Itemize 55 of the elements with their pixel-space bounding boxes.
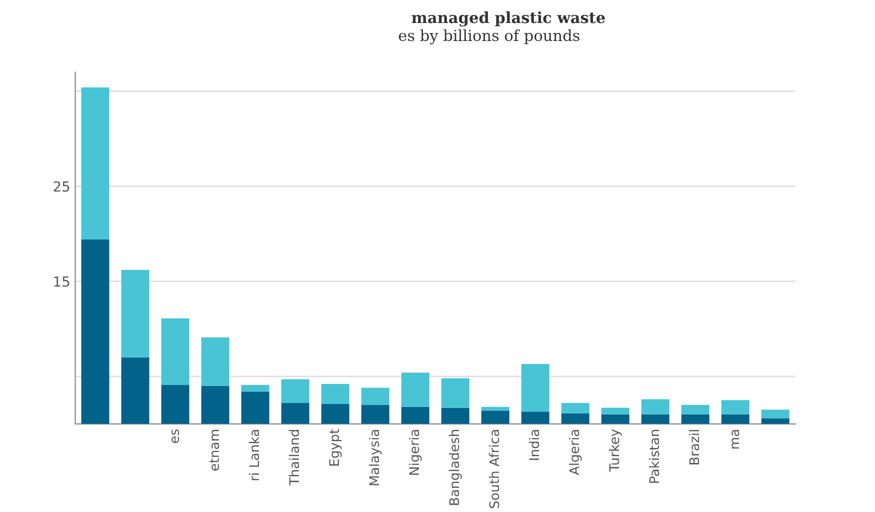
bar bbox=[281, 379, 310, 404]
bar bbox=[641, 414, 670, 424]
bar bbox=[481, 410, 510, 424]
bar bbox=[361, 404, 390, 424]
bar bbox=[561, 413, 590, 424]
x-tick-label: Bangladesh bbox=[448, 430, 462, 505]
bar bbox=[441, 408, 470, 424]
bar bbox=[521, 364, 550, 412]
bar bbox=[601, 414, 630, 424]
bar bbox=[121, 270, 150, 358]
bar bbox=[681, 414, 710, 424]
x-tick-label: Nigeria bbox=[408, 430, 422, 475]
x-tick-label: es bbox=[172, 429, 180, 444]
bar bbox=[401, 406, 430, 424]
x-tick-label: ma bbox=[732, 430, 740, 449]
x-tick-label: Egypt bbox=[329, 429, 342, 466]
bar bbox=[481, 406, 510, 411]
x-tick-label: etnam bbox=[210, 430, 220, 471]
bar bbox=[441, 378, 470, 408]
bar bbox=[281, 403, 310, 424]
bar bbox=[241, 392, 270, 424]
x-tick-label: Brazil bbox=[688, 430, 700, 464]
bar bbox=[201, 337, 230, 386]
x-tick-label: India bbox=[528, 430, 540, 460]
bar bbox=[761, 410, 790, 418]
chart-subtitle: es by billions of pounds bbox=[398, 29, 580, 44]
bar bbox=[641, 399, 670, 414]
bar bbox=[161, 318, 190, 385]
bar bbox=[521, 412, 550, 424]
bar bbox=[321, 384, 350, 404]
x-tick-label: South Africa bbox=[488, 430, 500, 508]
bar bbox=[81, 87, 110, 240]
bar bbox=[321, 404, 350, 424]
x-tick-label: Turkey bbox=[608, 429, 622, 472]
bar bbox=[161, 384, 190, 424]
bar bbox=[361, 388, 390, 405]
x-tick-label: Pakistan bbox=[648, 430, 660, 483]
x-tick-label: Algeria bbox=[568, 430, 582, 476]
x-tick-label: ri Lanka bbox=[248, 430, 260, 480]
x-tick-label: Malaysia bbox=[368, 430, 382, 486]
bar bbox=[721, 414, 750, 424]
y-tick-label: 15 bbox=[54, 276, 70, 287]
bar bbox=[721, 400, 750, 414]
y-tick-label: 25 bbox=[54, 181, 70, 192]
bar bbox=[401, 372, 430, 407]
bar bbox=[761, 418, 790, 424]
x-tick-label: Thailand bbox=[288, 430, 300, 486]
bar bbox=[601, 408, 630, 414]
chart-title: managed plastic waste bbox=[412, 11, 605, 26]
bar bbox=[201, 386, 230, 424]
bar bbox=[121, 357, 150, 424]
bar bbox=[81, 240, 110, 424]
bar bbox=[681, 404, 710, 414]
bar bbox=[561, 403, 590, 414]
bar bbox=[241, 384, 270, 392]
